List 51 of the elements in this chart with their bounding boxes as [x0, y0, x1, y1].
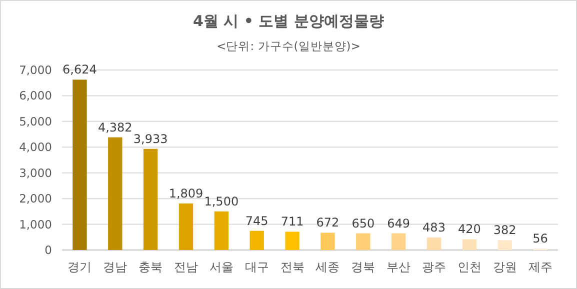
data-label: 649 [387, 216, 410, 230]
data-label: 650 [352, 216, 375, 230]
x-tick-label: 경남 [103, 260, 128, 274]
bar [356, 233, 370, 250]
bar [426, 238, 442, 250]
bar [498, 240, 512, 250]
y-tick-label: 3,000 [19, 166, 52, 180]
x-tick-label: 제주 [528, 260, 552, 274]
data-label: 711 [280, 214, 304, 229]
x-tick-label: 경북 [351, 260, 376, 274]
bar [391, 233, 406, 250]
x-tick-label: 경기 [68, 260, 92, 274]
bar [143, 148, 158, 250]
data-label: 3,933 [133, 132, 168, 146]
x-tick-label: 인천 [457, 260, 482, 274]
data-label: 483 [422, 220, 446, 235]
data-label: 6,624 [62, 62, 97, 77]
x-tick-label: 충북 [138, 260, 163, 274]
x-tick-label: 전북 [280, 260, 304, 274]
data-label: 56 [532, 232, 548, 246]
chart-title: 4월 시 • 도별 분양예정물량 [193, 12, 384, 30]
y-tick-label: 0 [44, 243, 52, 258]
x-tick-label: 광주 [422, 260, 446, 274]
y-tick-label: 7,000 [19, 63, 52, 78]
bar [178, 203, 194, 250]
bar [108, 137, 122, 250]
chart-subtitle: <단위: 가구수(일반분양)> [216, 39, 360, 53]
bar [250, 230, 264, 250]
bar [285, 232, 300, 250]
bar [214, 211, 229, 250]
bar [72, 80, 87, 250]
x-tick-label: 부산 [386, 260, 411, 274]
y-tick-label: 2,000 [19, 192, 52, 206]
data-label: 745 [245, 214, 268, 228]
x-tick-label: 전남 [174, 260, 198, 274]
y-tick-label: 4,000 [19, 140, 52, 154]
data-label: 382 [493, 223, 516, 238]
data-label: 672 [316, 216, 340, 230]
x-tick-label: 세종 [316, 260, 340, 274]
bar [320, 232, 335, 250]
data-label: 1,809 [168, 186, 204, 200]
bar [462, 239, 477, 250]
x-tick-label: 서울 [209, 260, 234, 274]
data-label: 4,382 [98, 120, 132, 134]
x-tick-label: 강원 [492, 260, 517, 274]
data-label: 1,500 [204, 194, 239, 208]
x-tick-label: 대구 [244, 260, 269, 274]
y-tick-label: 6,000 [19, 88, 52, 103]
data-label: 420 [458, 222, 481, 236]
y-tick-label: 5,000 [19, 114, 52, 128]
y-tick-label: 1,000 [19, 217, 52, 232]
